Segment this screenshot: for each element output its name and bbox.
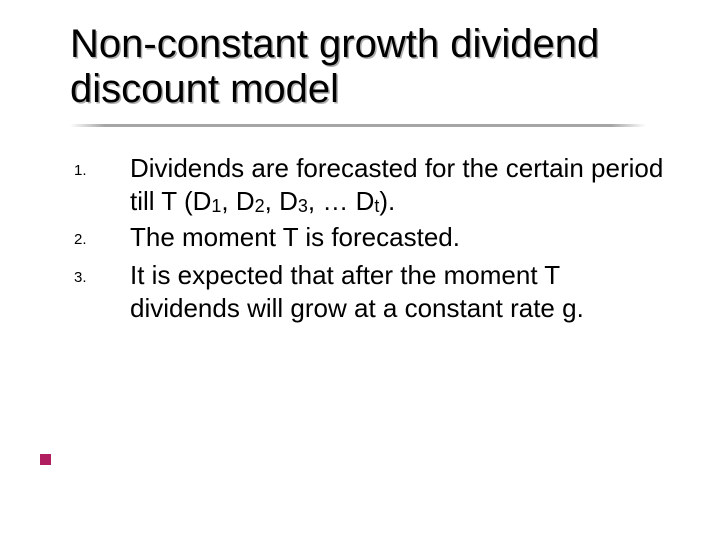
list-text: It is expected that after the moment T d… — [130, 259, 670, 326]
accent-square-icon — [40, 454, 51, 465]
list-item: 1.Dividends are forecasted for the certa… — [70, 152, 670, 219]
list-number: 3. — [70, 259, 130, 295]
list-text: Dividends are forecasted for the certain… — [130, 152, 670, 219]
list-number: 2. — [70, 221, 130, 257]
slide: Non-constant growth dividend discount mo… — [0, 0, 720, 540]
list-item: 3.It is expected that after the moment T… — [70, 259, 670, 326]
title-underline — [70, 124, 646, 127]
slide-body: 1.Dividends are forecasted for the certa… — [70, 152, 670, 327]
slide-title: Non-constant growth dividend discount mo… — [70, 22, 670, 112]
list-item: 2.The moment T is forecasted. — [70, 221, 670, 257]
list-number: 1. — [70, 152, 130, 188]
list-text: The moment T is forecasted. — [130, 221, 670, 254]
